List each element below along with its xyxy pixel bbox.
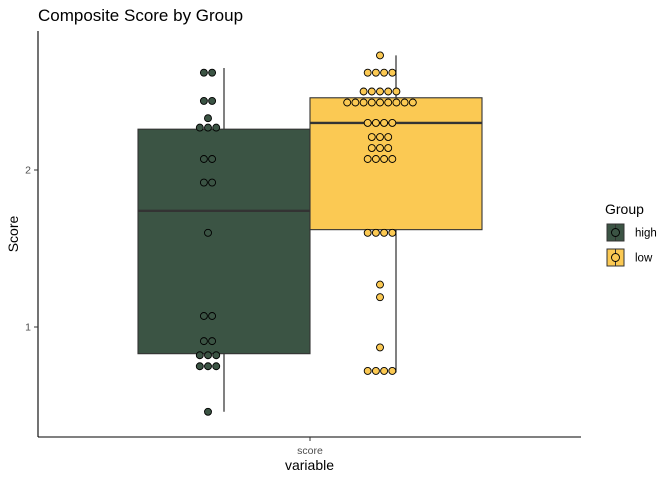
- plot-area: [137, 51, 483, 416]
- data-point: [208, 337, 217, 346]
- data-point: [367, 98, 376, 107]
- data-point: [208, 155, 217, 163]
- y-tick-label: 2: [25, 165, 31, 177]
- data-point: [400, 98, 409, 107]
- data-point: [367, 87, 376, 96]
- data-point: [208, 312, 217, 320]
- data-point: [212, 362, 221, 371]
- data-point: [208, 96, 217, 105]
- data-point: [371, 228, 380, 237]
- data-point: [371, 68, 380, 77]
- data-point: [204, 407, 212, 416]
- data-point: [384, 133, 393, 141]
- data-point: [376, 51, 384, 60]
- data-point: [367, 144, 376, 152]
- data-point: [367, 133, 376, 141]
- data-point: [388, 367, 397, 375]
- data-point: [371, 118, 380, 127]
- data-point: [363, 228, 372, 237]
- data-point: [380, 228, 389, 237]
- series-high: [137, 67, 311, 416]
- data-point: [363, 367, 372, 375]
- data-point: [199, 155, 208, 163]
- legend-label-high: high: [635, 228, 657, 240]
- data-point: [380, 155, 389, 163]
- data-point: [363, 68, 372, 77]
- data-point: [376, 280, 384, 289]
- legend-key-low: [606, 248, 625, 267]
- x-axis-title: variable: [285, 457, 334, 473]
- data-point: [195, 351, 204, 360]
- y-tick-label: 1: [25, 322, 31, 334]
- data-point: [208, 178, 217, 187]
- data-point: [204, 123, 212, 132]
- data-point: [392, 87, 401, 96]
- data-point: [204, 351, 212, 360]
- x-tick-label: score: [297, 445, 323, 457]
- data-point: [199, 337, 208, 346]
- data-point: [212, 351, 221, 360]
- data-point: [388, 228, 397, 237]
- data-point: [388, 155, 397, 163]
- data-point: [388, 118, 397, 127]
- data-point: [376, 87, 384, 96]
- data-point: [359, 98, 368, 107]
- data-point: [388, 68, 397, 77]
- y-ticks: 12: [25, 165, 38, 334]
- data-point: [195, 362, 204, 371]
- data-point: [380, 68, 389, 77]
- data-point: [376, 293, 384, 302]
- series-low: [309, 51, 483, 375]
- legend-label-low: low: [635, 253, 653, 265]
- data-point: [208, 68, 217, 77]
- data-point: [359, 87, 368, 96]
- box-high: [137, 128, 311, 355]
- data-point: [199, 312, 208, 320]
- data-point: [204, 114, 212, 123]
- data-point: [384, 144, 393, 152]
- legend-key-high: [606, 223, 625, 242]
- data-point: [376, 98, 384, 107]
- data-point: [380, 367, 389, 375]
- data-point: [376, 133, 384, 141]
- data-point: [351, 98, 360, 107]
- data-point: [199, 68, 208, 77]
- legend-dot: [611, 228, 620, 237]
- data-point: [343, 98, 352, 107]
- legend-title: Group: [605, 201, 644, 217]
- data-point: [380, 118, 389, 127]
- data-point: [204, 228, 212, 237]
- data-point: [199, 96, 208, 105]
- data-point: [384, 87, 393, 96]
- x-ticks: score: [297, 437, 323, 457]
- data-point: [408, 98, 417, 107]
- data-point: [212, 123, 221, 132]
- data-point: [376, 343, 384, 352]
- legend: Group high low: [605, 201, 657, 267]
- data-point: [204, 362, 212, 371]
- y-axis-title: Score: [5, 216, 21, 253]
- data-point: [371, 155, 380, 163]
- chart-title: Composite Score by Group: [38, 6, 243, 25]
- data-point: [392, 98, 401, 107]
- data-point: [199, 178, 208, 187]
- data-point: [371, 367, 380, 375]
- data-point: [376, 144, 384, 152]
- data-point: [363, 118, 372, 127]
- box-low: [309, 97, 483, 231]
- data-point: [195, 123, 204, 132]
- data-point: [384, 98, 393, 107]
- data-point: [363, 155, 372, 163]
- legend-dot: [611, 253, 620, 262]
